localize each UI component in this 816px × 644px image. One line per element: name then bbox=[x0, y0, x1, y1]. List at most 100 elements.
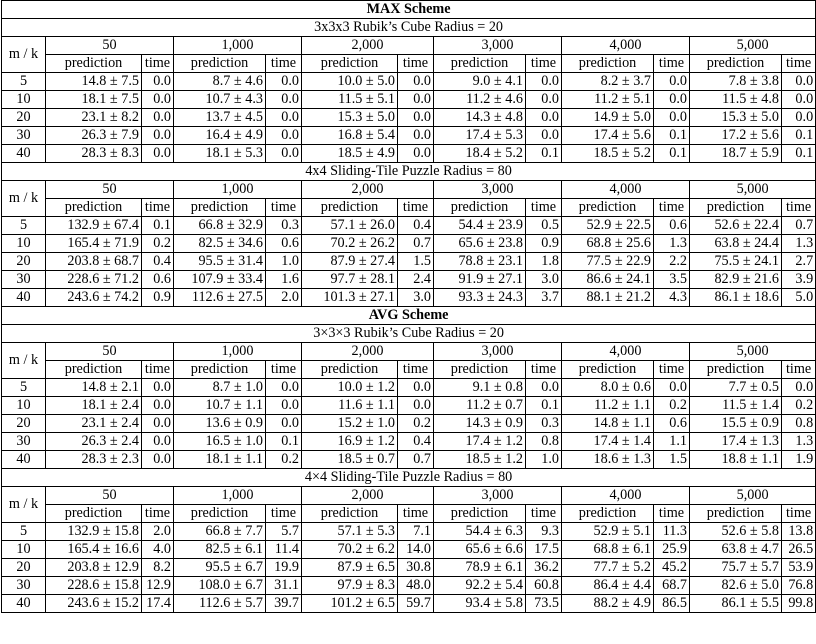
prediction-header: prediction bbox=[173, 360, 266, 379]
time-cell: 26.5 bbox=[780, 540, 816, 559]
time-header: time bbox=[141, 504, 174, 523]
k-header-row: m / k 50 1,000 2,000 3,000 4,000 5,000 bbox=[1, 180, 816, 217]
prediction-cell: 91.9 ± 27.1 bbox=[433, 270, 526, 289]
k-header: 5,000 bbox=[688, 342, 816, 361]
table-row: 5 14.8 ± 7.5 0.0 8.7 ± 4.6 0.0 10.0 ± 5.0 0.0 9… bbox=[1, 72, 816, 91]
prediction-cell: 11.2 ± 4.6 bbox=[433, 90, 526, 109]
prediction-cell: 82.9 ± 21.6 bbox=[689, 270, 782, 289]
mk-header: m / k bbox=[1, 342, 46, 379]
time-cell: 0.0 bbox=[653, 72, 690, 91]
prediction-header: prediction bbox=[173, 54, 266, 73]
time-cell: 60.8 bbox=[525, 576, 562, 595]
time-cell: 0.2 bbox=[780, 396, 816, 415]
prediction-cell: 77.5 ± 22.9 bbox=[561, 252, 654, 271]
time-cell: 1.3 bbox=[653, 234, 690, 253]
k-header: 4,000 bbox=[561, 486, 690, 505]
time-cell: 0.0 bbox=[265, 378, 302, 397]
prediction-header: prediction bbox=[301, 360, 398, 379]
prediction-cell: 82.5 ± 6.1 bbox=[173, 540, 266, 559]
time-cell: 0.0 bbox=[525, 90, 562, 109]
prediction-cell: 95.5 ± 31.4 bbox=[173, 252, 266, 271]
col-header-row: prediction time prediction time prediction ti… bbox=[2, 360, 816, 379]
time-cell: 5.0 bbox=[780, 288, 816, 307]
time-cell: 99.8 bbox=[780, 594, 816, 613]
time-cell: 0.0 bbox=[397, 126, 434, 145]
time-cell: 0.1 bbox=[525, 396, 562, 415]
prediction-cell: 11.5 ± 1.4 bbox=[689, 396, 782, 415]
time-cell: 0.1 bbox=[780, 144, 816, 163]
time-cell: 0.5 bbox=[525, 216, 562, 235]
table-row: 40 243.6 ± 15.2 17.4 112.6 ± 5.7 39.7 101.2 ±… bbox=[1, 594, 816, 613]
prediction-header: prediction bbox=[561, 360, 654, 379]
table-row: 10 165.4 ± 71.9 0.2 82.5 ± 34.6 0.6 70.2 ± 26… bbox=[1, 234, 816, 253]
time-cell: 0.0 bbox=[265, 90, 302, 109]
prediction-header: prediction bbox=[561, 198, 654, 217]
prediction-cell: 243.6 ± 15.2 bbox=[45, 594, 142, 613]
time-cell: 0.6 bbox=[653, 216, 690, 235]
mk-header: m / k bbox=[1, 36, 46, 73]
prediction-cell: 26.3 ± 2.4 bbox=[45, 432, 142, 451]
prediction-cell: 17.4 ± 5.6 bbox=[561, 126, 654, 145]
prediction-cell: 13.7 ± 4.5 bbox=[173, 108, 266, 127]
k-header: 3,000 bbox=[433, 180, 562, 199]
time-cell: 0.0 bbox=[653, 90, 690, 109]
table-row: 20 203.8 ± 68.7 0.4 95.5 ± 31.4 1.0 87.9 ± 27… bbox=[1, 252, 816, 271]
time-cell: 0.7 bbox=[397, 450, 434, 469]
k-header: 2,000 bbox=[301, 36, 434, 55]
prediction-cell: 16.8 ± 5.4 bbox=[301, 126, 398, 145]
prediction-cell: 52.9 ± 5.1 bbox=[561, 522, 654, 541]
prediction-cell: 8.0 ± 0.6 bbox=[561, 378, 654, 397]
time-cell: 0.0 bbox=[780, 378, 816, 397]
prediction-cell: 18.1 ± 5.3 bbox=[173, 144, 266, 163]
prediction-cell: 14.9 ± 5.0 bbox=[561, 108, 654, 127]
prediction-cell: 18.5 ± 1.2 bbox=[433, 450, 526, 469]
prediction-cell: 101.2 ± 6.5 bbox=[301, 594, 398, 613]
time-cell: 0.1 bbox=[780, 126, 816, 145]
time-cell: 9.3 bbox=[525, 522, 562, 541]
prediction-cell: 28.3 ± 2.3 bbox=[45, 450, 142, 469]
prediction-header: prediction bbox=[45, 198, 142, 217]
time-cell: 0.0 bbox=[525, 72, 562, 91]
time-header: time bbox=[141, 360, 174, 379]
m-value: 5 bbox=[1, 72, 46, 91]
prediction-cell: 15.3 ± 5.0 bbox=[301, 108, 398, 127]
time-cell: 14.0 bbox=[397, 540, 434, 559]
k-header: 1,000 bbox=[173, 486, 302, 505]
time-cell: 3.5 bbox=[653, 270, 690, 289]
time-cell: 0.0 bbox=[141, 90, 174, 109]
table-row: 40 28.3 ± 8.3 0.0 18.1 ± 5.3 0.0 18.5 ± 4.9 0.… bbox=[1, 144, 816, 163]
k-header: 1,000 bbox=[173, 180, 302, 199]
prediction-header: prediction bbox=[301, 198, 398, 217]
prediction-cell: 86.1 ± 18.6 bbox=[689, 288, 782, 307]
k-header: 50 bbox=[45, 180, 174, 199]
prediction-header: prediction bbox=[301, 54, 398, 73]
mk-header: m / k bbox=[1, 486, 46, 523]
scheme-row: AVG Scheme bbox=[0, 306, 816, 325]
time-cell: 0.0 bbox=[397, 378, 434, 397]
prediction-cell: 17.4 ± 1.2 bbox=[433, 432, 526, 451]
time-cell: 17.4 bbox=[141, 594, 174, 613]
prediction-cell: 203.8 ± 12.9 bbox=[45, 558, 142, 577]
time-cell: 59.7 bbox=[397, 594, 434, 613]
time-cell: 3.9 bbox=[780, 270, 816, 289]
time-cell: 8.2 bbox=[141, 558, 174, 577]
col-header-row: prediction time prediction time prediction ti… bbox=[2, 54, 816, 73]
m-value: 10 bbox=[1, 234, 46, 253]
prediction-cell: 10.7 ± 4.3 bbox=[173, 90, 266, 109]
k-header: 5,000 bbox=[688, 486, 816, 505]
m-value: 10 bbox=[1, 396, 46, 415]
scheme-row: MAX Scheme bbox=[0, 0, 816, 19]
time-header: time bbox=[265, 54, 302, 73]
prediction-cell: 8.2 ± 3.7 bbox=[561, 72, 654, 91]
m-value: 40 bbox=[1, 288, 46, 307]
prediction-header: prediction bbox=[433, 198, 526, 217]
table-row: 5 132.9 ± 67.4 0.1 66.8 ± 32.9 0.3 57.1 ± 26.… bbox=[1, 216, 816, 235]
time-cell: 0.6 bbox=[653, 414, 690, 433]
table-row: 5 132.9 ± 15.8 2.0 66.8 ± 7.7 5.7 57.1 ± 5.3 7… bbox=[1, 522, 816, 541]
prediction-cell: 165.4 ± 71.9 bbox=[45, 234, 142, 253]
k-header: 1,000 bbox=[173, 36, 302, 55]
prediction-cell: 132.9 ± 15.8 bbox=[45, 522, 142, 541]
prediction-cell: 18.5 ± 5.2 bbox=[561, 144, 654, 163]
time-cell: 0.4 bbox=[397, 216, 434, 235]
prediction-cell: 77.7 ± 5.2 bbox=[561, 558, 654, 577]
